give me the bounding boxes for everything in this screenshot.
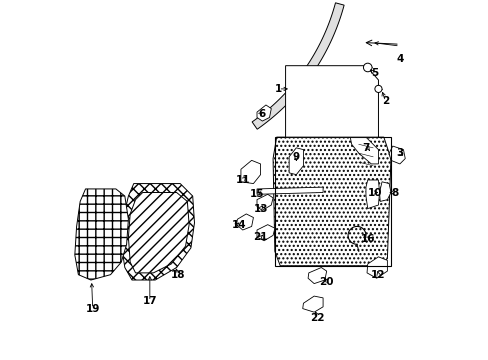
Text: 10: 10 [367,188,381,198]
Polygon shape [285,66,378,137]
Text: 17: 17 [142,296,157,306]
Text: 13: 13 [253,203,267,213]
Circle shape [363,63,371,72]
Text: 2: 2 [381,96,388,107]
Polygon shape [121,184,194,280]
Bar [274,137,390,266]
Polygon shape [272,137,390,266]
Polygon shape [241,160,260,184]
Text: 8: 8 [390,188,397,198]
Text: 12: 12 [370,270,385,280]
Text: 3: 3 [395,148,403,158]
Polygon shape [257,187,323,194]
Text: 4: 4 [395,54,403,64]
Polygon shape [365,180,379,208]
Polygon shape [349,132,378,164]
Polygon shape [257,105,271,121]
Polygon shape [252,3,344,129]
Polygon shape [307,267,326,284]
Circle shape [374,85,381,93]
Text: 20: 20 [319,277,333,287]
Polygon shape [236,214,253,230]
Polygon shape [388,146,405,164]
Polygon shape [257,225,274,241]
Polygon shape [128,193,189,273]
Polygon shape [379,182,390,202]
Polygon shape [75,189,128,280]
Text: 7: 7 [362,143,369,153]
Polygon shape [288,148,303,175]
Polygon shape [302,296,323,312]
Polygon shape [257,194,272,210]
Text: 15: 15 [249,189,264,199]
Text: 19: 19 [85,303,100,314]
Text: 9: 9 [292,152,299,162]
Text: 6: 6 [258,109,265,119]
Text: 5: 5 [370,68,378,78]
Text: 1: 1 [274,84,282,94]
Text: 11: 11 [235,175,249,185]
Polygon shape [366,257,386,278]
Text: 14: 14 [231,220,246,230]
Text: 18: 18 [171,270,185,280]
Text: 16: 16 [360,234,374,244]
Text: 21: 21 [253,232,267,242]
Text: 22: 22 [310,312,325,323]
